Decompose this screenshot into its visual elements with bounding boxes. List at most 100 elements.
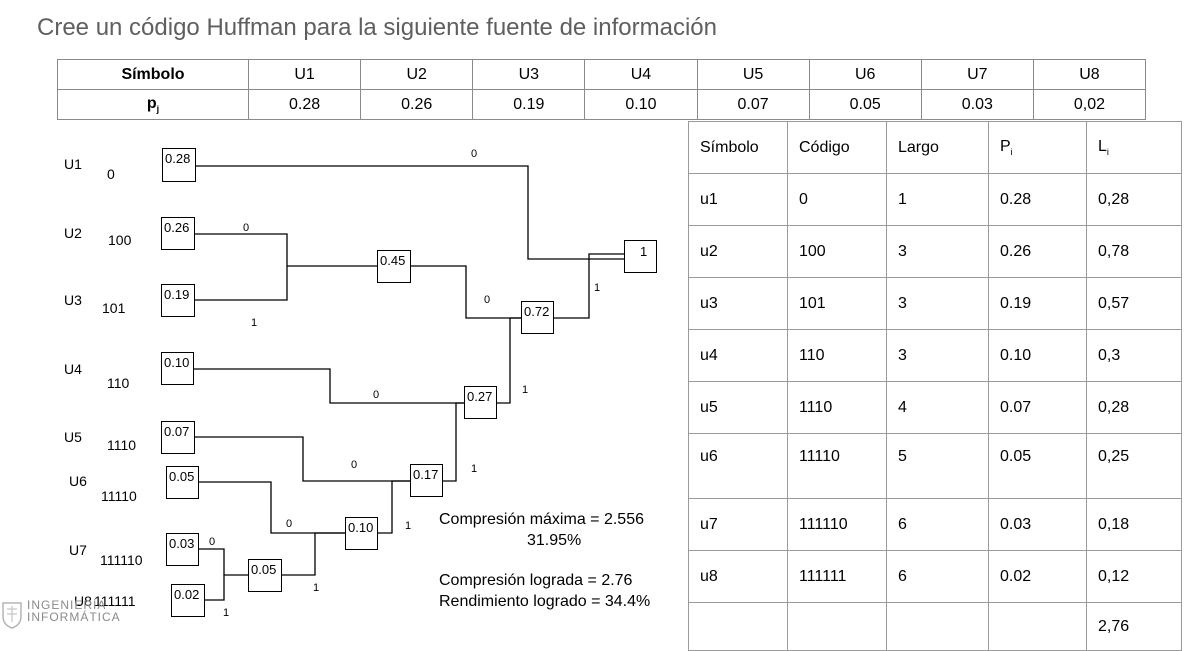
row-symbol: u7 xyxy=(688,498,788,551)
header-length: Largo xyxy=(886,121,989,174)
branch-bit-1: 1 xyxy=(594,282,601,294)
source-prob: 0.26 xyxy=(360,89,474,120)
root-node: 1 xyxy=(624,240,657,273)
row-symbol: u3 xyxy=(688,277,788,330)
source-symbol: U7 xyxy=(920,59,1034,90)
row-l: 0,18 xyxy=(1086,498,1182,551)
logo-line2: INFORMÁTICA xyxy=(27,610,121,624)
row-length: 3 xyxy=(886,277,989,330)
row-code: 111111 xyxy=(787,550,887,603)
internal-node: 0.27 xyxy=(464,386,497,419)
branch-bit-0: 0 xyxy=(243,222,250,234)
source-prob: 0.05 xyxy=(808,89,922,120)
row-symbol: u6 xyxy=(688,433,788,499)
header-l-sub: i xyxy=(1106,147,1109,158)
prob-label: p xyxy=(146,94,157,112)
source-symbol: U8 xyxy=(1032,59,1147,90)
total-empty-cell xyxy=(688,602,788,651)
row-code: 11110 xyxy=(787,433,887,499)
row-code: 1110 xyxy=(787,381,887,434)
code-table: Símbolo Código Largo Pi Li u1 0 1 0.28 0… xyxy=(688,121,1182,651)
row-length: 3 xyxy=(886,329,989,382)
branch-bit-0: 0 xyxy=(373,389,380,401)
branch-bit-0: 0 xyxy=(286,518,293,530)
source-symbol: U1 xyxy=(247,59,362,90)
tree-symbol-label: U7 xyxy=(69,542,87,558)
source-symbol: U5 xyxy=(696,59,810,90)
tree-symbol-label: U4 xyxy=(64,361,82,377)
internal-node: 0.17 xyxy=(410,464,443,497)
branch-bit-1: 1 xyxy=(405,520,412,532)
row-code: 100 xyxy=(787,225,887,278)
compresion-maxima-pct: 31.95% xyxy=(527,532,582,549)
tree-symbol-label: U3 xyxy=(64,292,82,308)
row-symbol: u8 xyxy=(688,550,788,603)
header-p-label: P xyxy=(1000,137,1011,155)
internal-node: 0.72 xyxy=(521,301,554,334)
source-prob: 0,02 xyxy=(1032,89,1147,120)
row-length: 3 xyxy=(886,225,989,278)
source-table-prob-row: pj 0.28 0.26 0.19 0.10 0.07 0.05 0.03 0,… xyxy=(57,89,1147,120)
page-title: Cree un código Huffman para la siguiente… xyxy=(37,14,717,41)
row-length: 1 xyxy=(886,173,989,226)
row-p: 0.28 xyxy=(988,173,1087,226)
header-p: Pi xyxy=(988,121,1087,174)
source-symbol: U2 xyxy=(360,59,474,90)
branch-bit-1: 1 xyxy=(223,607,230,619)
leaf-node: 0.19 xyxy=(161,284,195,317)
branch-bit-1: 1 xyxy=(522,384,529,396)
source-symbol: U4 xyxy=(584,59,698,90)
row-p: 0.03 xyxy=(988,498,1087,551)
tree-symbol-label: U5 xyxy=(64,429,82,445)
total-row: 2,76 xyxy=(688,602,1182,651)
row-code: 101 xyxy=(787,277,887,330)
row-l: 0,28 xyxy=(1086,173,1182,226)
leaf-node: 0.03 xyxy=(166,533,199,566)
table-row: u6 11110 5 0.05 0,25 xyxy=(688,433,1182,499)
table-row: u7 111110 6 0.03 0,18 xyxy=(688,498,1182,551)
tree-symbol-label: U8 xyxy=(74,593,92,609)
source-table-header: Símbolo xyxy=(57,59,249,90)
leaf-node: 0.02 xyxy=(171,584,205,617)
row-p: 0.26 xyxy=(988,225,1087,278)
table-row: u5 1110 4 0.07 0,28 xyxy=(688,381,1182,434)
row-l: 0,57 xyxy=(1086,277,1182,330)
row-p: 0.07 xyxy=(988,381,1087,434)
row-length: 5 xyxy=(886,433,989,499)
tree-code-label: 111110 xyxy=(100,552,143,568)
row-symbol: u2 xyxy=(688,225,788,278)
total-value: 2,76 xyxy=(1086,602,1182,651)
row-p: 0.19 xyxy=(988,277,1087,330)
table-row: u2 100 3 0.26 0,78 xyxy=(688,225,1182,278)
tree-code-label: 0 xyxy=(107,166,115,182)
row-length: 6 xyxy=(886,550,989,603)
internal-node: 0.05 xyxy=(248,559,282,592)
internal-node: 0.10 xyxy=(345,517,378,550)
tree-code-label: 100 xyxy=(108,232,132,248)
tree-symbol-label: U6 xyxy=(69,473,87,489)
row-l: 0,3 xyxy=(1086,329,1182,382)
rendimiento-logrado: Rendimiento logrado = 34.4% xyxy=(439,593,651,610)
compresion-maxima: Compresión máxima = 2.556 xyxy=(439,511,644,528)
header-code: Código xyxy=(787,121,887,174)
leaf-node: 0.10 xyxy=(161,352,194,385)
compresion-lograda: Compresión lograda = 2.76 xyxy=(439,572,633,589)
tree-code-label: 111111 xyxy=(94,593,136,609)
header-p-sub: i xyxy=(1010,147,1013,158)
total-empty-cell xyxy=(988,602,1087,651)
total-empty-cell xyxy=(886,602,989,651)
code-table-header-row: Símbolo Código Largo Pi Li xyxy=(688,121,1182,174)
huffman-tree-lines xyxy=(194,165,624,601)
table-row: u3 101 3 0.19 0,57 xyxy=(688,277,1182,330)
leaf-node: 0.07 xyxy=(161,421,195,454)
branch-bit-0: 0 xyxy=(484,294,491,306)
internal-node: 0.45 xyxy=(377,250,411,283)
row-p: 0.10 xyxy=(988,329,1087,382)
source-table-symbol-row: Símbolo U1 U2 U3 U4 U5 U6 U7 U8 xyxy=(57,59,1147,90)
row-length: 6 xyxy=(886,498,989,551)
leaf-node: 0.28 xyxy=(162,148,196,182)
source-prob: 0.10 xyxy=(584,89,698,120)
branch-bit-0: 0 xyxy=(209,536,216,548)
row-p: 0.05 xyxy=(988,433,1087,499)
row-l: 0,25 xyxy=(1086,433,1182,499)
